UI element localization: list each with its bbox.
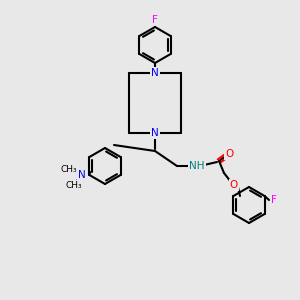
Text: NH: NH xyxy=(189,161,205,171)
Text: O: O xyxy=(230,180,238,190)
Text: CH₃: CH₃ xyxy=(61,164,77,173)
Text: N: N xyxy=(78,170,86,180)
Text: CH₃: CH₃ xyxy=(66,181,82,190)
Text: N: N xyxy=(151,128,159,138)
Text: N: N xyxy=(151,68,159,78)
Text: O: O xyxy=(225,149,233,159)
Text: F: F xyxy=(271,195,277,205)
Text: F: F xyxy=(152,15,158,25)
